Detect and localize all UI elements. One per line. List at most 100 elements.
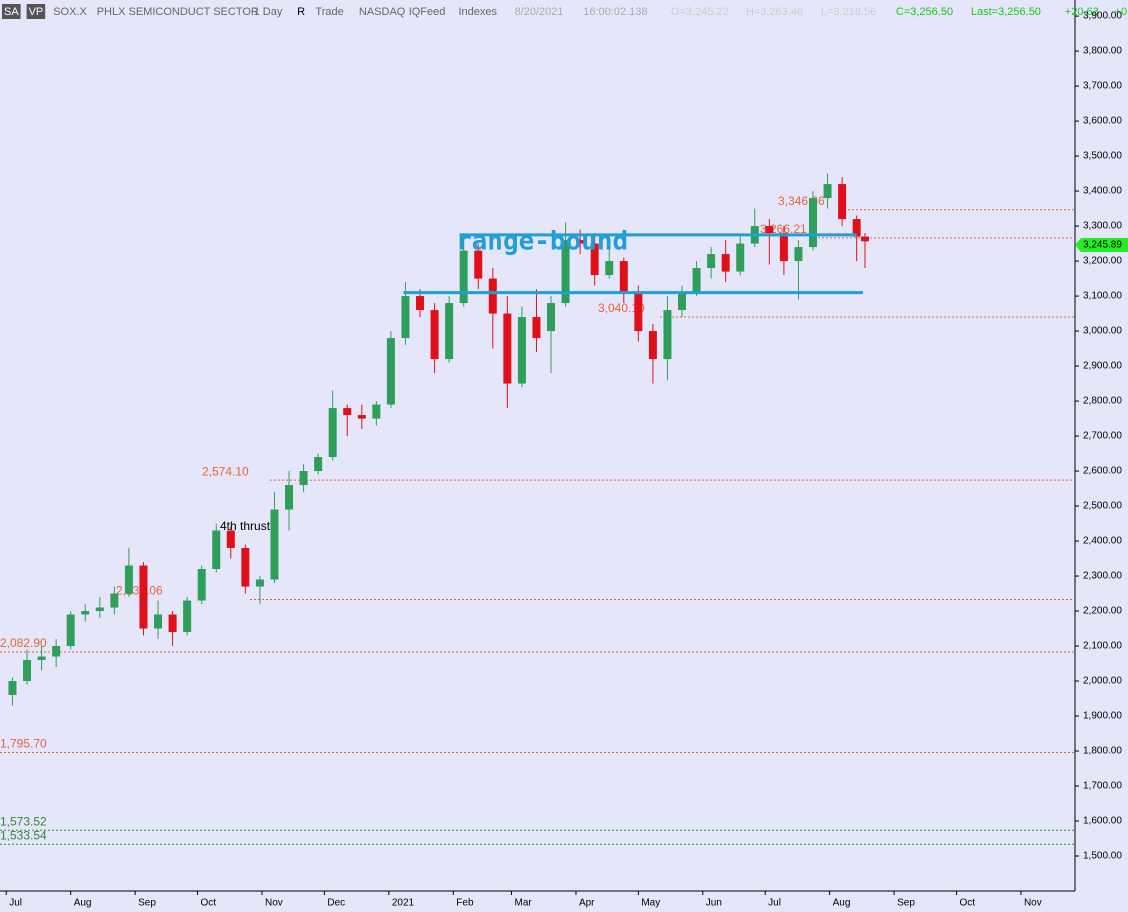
candle-body xyxy=(37,656,46,661)
candle-body xyxy=(488,278,497,314)
quote-value: +20.63 xyxy=(1065,6,1099,18)
annotation: range-bound xyxy=(456,227,628,257)
header-item: NASDAQ xyxy=(359,6,406,18)
y-tick-label: 2,100.00 xyxy=(1083,641,1122,652)
x-tick-label: Feb xyxy=(456,898,474,909)
candle-body xyxy=(459,250,468,304)
y-tick-label: 3,900.00 xyxy=(1083,11,1122,22)
candle-body xyxy=(707,254,716,269)
candle-body xyxy=(503,313,512,384)
level-label: 1,795.70 xyxy=(0,737,47,751)
y-tick-label: 3,200.00 xyxy=(1083,256,1122,267)
y-tick-label: 1,700.00 xyxy=(1083,781,1122,792)
quote-value: +0.64% xyxy=(1115,6,1128,18)
candle-body xyxy=(23,660,32,682)
x-tick-label: Oct xyxy=(201,898,217,909)
ohlc-value: L=3,218.56 xyxy=(821,6,876,18)
candle-body xyxy=(445,303,454,360)
x-tick-label: Aug xyxy=(74,898,92,909)
candle-body xyxy=(255,579,264,587)
candle-body xyxy=(860,236,869,242)
level-label: 2,574.10 xyxy=(202,464,249,478)
last-price-badge xyxy=(1075,238,1128,253)
candle-body xyxy=(168,614,177,633)
y-tick-label: 3,500.00 xyxy=(1083,151,1122,162)
symbol-button[interactable]: SA xyxy=(4,6,19,18)
symbol-button-box[interactable] xyxy=(2,4,21,19)
y-tick-label: 1,600.00 xyxy=(1083,816,1122,827)
header-item: Indexes xyxy=(459,6,498,18)
y-tick-label: 3,000.00 xyxy=(1083,326,1122,337)
candle-body xyxy=(285,485,294,510)
symbol-button-box[interactable] xyxy=(26,4,46,19)
candle-body xyxy=(241,548,250,587)
candle-body xyxy=(401,296,410,339)
candle-body xyxy=(416,296,425,311)
x-tick-label: Apr xyxy=(579,898,595,909)
candle-body xyxy=(139,565,148,629)
x-tick-label: Oct xyxy=(959,898,975,909)
y-tick-label: 3,400.00 xyxy=(1083,186,1122,197)
x-tick-label: Sep xyxy=(138,898,156,909)
candle-body xyxy=(299,471,308,486)
candle-body xyxy=(110,593,119,608)
candle-body xyxy=(838,184,847,220)
x-tick-label: Jun xyxy=(706,898,722,909)
candle-body xyxy=(52,646,61,657)
quote-value: Last=3,256.50 xyxy=(971,6,1041,18)
candle-body xyxy=(692,268,701,293)
level-label: 2,082.90 xyxy=(0,636,47,650)
candle-body xyxy=(648,331,657,360)
x-tick-label: Nov xyxy=(265,898,283,909)
candle-body xyxy=(779,233,788,262)
candle-body xyxy=(226,530,235,549)
candle-body xyxy=(809,198,818,248)
candle-body xyxy=(124,565,133,594)
candle-body xyxy=(678,292,687,311)
candle-body xyxy=(663,310,672,360)
candle-body xyxy=(721,254,730,272)
candle-body xyxy=(343,408,352,416)
level-label: 1,573.52 xyxy=(0,814,47,828)
candle-body xyxy=(154,614,163,629)
candle-body xyxy=(386,338,395,405)
candle-body xyxy=(8,681,17,696)
header-item: Trade xyxy=(315,6,343,18)
y-tick-label: 1,800.00 xyxy=(1083,746,1122,757)
y-tick-label: 1,900.00 xyxy=(1083,711,1122,722)
x-tick-label: Dec xyxy=(327,898,345,909)
candle-body xyxy=(183,600,192,633)
symbol-button[interactable]: VP xyxy=(29,6,44,18)
y-tick-label: 2,700.00 xyxy=(1083,431,1122,442)
time: 16:00:02.138 xyxy=(583,6,647,18)
candle-body xyxy=(765,226,774,234)
level-label: 3,040.10 xyxy=(598,301,645,315)
level-label: 1,533.54 xyxy=(0,828,47,842)
mode-button: R xyxy=(297,6,305,18)
symbol: SOX.X xyxy=(53,6,87,18)
last-price-label: 3,245.89 xyxy=(1083,240,1122,251)
candle-body xyxy=(605,261,614,276)
candle-body xyxy=(372,404,381,419)
candle-body xyxy=(474,250,483,279)
x-tick-label: Mar xyxy=(515,898,533,909)
candle-body xyxy=(66,614,75,647)
candle-body xyxy=(517,317,526,384)
y-tick-label: 2,400.00 xyxy=(1083,536,1122,547)
candle-body xyxy=(794,247,803,262)
instrument-name: PHLX SEMICONDUCT SECTOR xyxy=(97,6,259,18)
interval: 1 Day xyxy=(254,6,283,18)
ohlc-value: O=3,245.22 xyxy=(671,6,729,18)
candle-body xyxy=(532,317,541,339)
x-tick-label: Sep xyxy=(897,898,915,909)
y-tick-label: 2,200.00 xyxy=(1083,606,1122,617)
y-tick-label: 3,300.00 xyxy=(1083,221,1122,232)
ohlc-value: H=3,263.46 xyxy=(746,6,803,18)
quote-value: C=3,256.50 xyxy=(896,6,953,18)
x-tick-label: Aug xyxy=(833,898,851,909)
y-tick-label: 3,800.00 xyxy=(1083,46,1122,57)
candle-body xyxy=(270,509,279,580)
